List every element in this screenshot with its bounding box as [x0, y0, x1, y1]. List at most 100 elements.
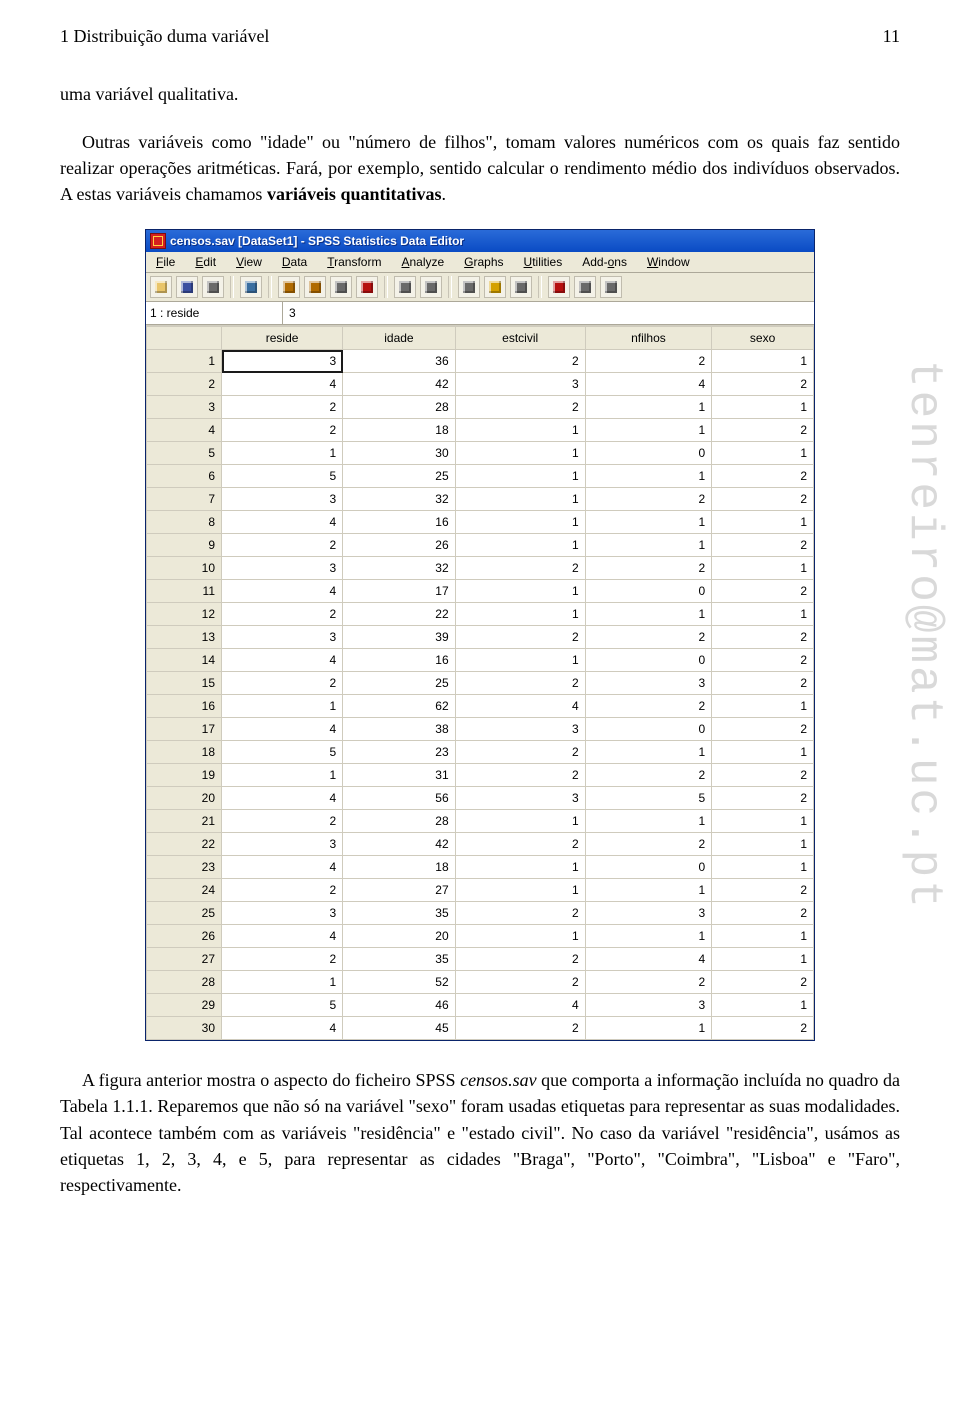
cell[interactable]: 2	[585, 833, 712, 856]
cell[interactable]: 3	[585, 672, 712, 695]
cell[interactable]: 1	[712, 603, 814, 626]
cell[interactable]: 4	[222, 718, 343, 741]
cell[interactable]: 2	[222, 419, 343, 442]
cell[interactable]: 2	[712, 580, 814, 603]
cell[interactable]: 4	[222, 649, 343, 672]
cell[interactable]: 1	[455, 649, 585, 672]
toolbar-run-icon[interactable]	[574, 276, 596, 298]
cell[interactable]: 4	[222, 1017, 343, 1040]
menu-window[interactable]: Window	[637, 255, 700, 269]
titlebar[interactable]: censos.sav [DataSet1] - SPSS Statistics …	[146, 230, 814, 252]
toolbar-goto-icon[interactable]	[330, 276, 352, 298]
menubar[interactable]: FileEditViewDataTransformAnalyzeGraphsUt…	[146, 252, 814, 273]
cell[interactable]: 4	[222, 925, 343, 948]
menu-utilities[interactable]: Utilities	[514, 255, 573, 269]
cell[interactable]: 2	[455, 672, 585, 695]
toolbar-open-icon[interactable]	[150, 276, 172, 298]
cell[interactable]: 4	[222, 511, 343, 534]
cell[interactable]: 3	[455, 373, 585, 396]
cell[interactable]: 2	[712, 626, 814, 649]
cell[interactable]: 3	[585, 994, 712, 1017]
cell[interactable]: 25	[343, 672, 455, 695]
row-header[interactable]: 9	[147, 534, 222, 557]
cell[interactable]: 3	[222, 557, 343, 580]
cell[interactable]: 1	[712, 925, 814, 948]
cell[interactable]: 18	[343, 419, 455, 442]
row-header[interactable]: 20	[147, 787, 222, 810]
cell[interactable]: 1	[455, 465, 585, 488]
row-header[interactable]: 21	[147, 810, 222, 833]
column-header-estcivil[interactable]: estcivil	[455, 327, 585, 350]
cell[interactable]: 39	[343, 626, 455, 649]
cell[interactable]: 4	[222, 580, 343, 603]
grid-corner[interactable]	[147, 327, 222, 350]
cell[interactable]: 1	[585, 465, 712, 488]
cell[interactable]: 4	[455, 994, 585, 1017]
cell[interactable]: 4	[585, 948, 712, 971]
toolbar-scripts-icon[interactable]	[600, 276, 622, 298]
cell[interactable]: 1	[455, 603, 585, 626]
cell[interactable]: 1	[222, 442, 343, 465]
cell[interactable]: 36	[343, 350, 455, 373]
cell[interactable]: 1	[585, 603, 712, 626]
cell[interactable]: 2	[712, 488, 814, 511]
cell[interactable]: 1	[585, 396, 712, 419]
cell[interactable]: 1	[455, 580, 585, 603]
cell[interactable]: 2	[222, 534, 343, 557]
cell[interactable]: 1	[455, 488, 585, 511]
row-header[interactable]: 18	[147, 741, 222, 764]
cell[interactable]: 1	[455, 511, 585, 534]
row-header[interactable]: 8	[147, 511, 222, 534]
menu-view[interactable]: View	[226, 255, 272, 269]
cell[interactable]: 1	[585, 810, 712, 833]
cell[interactable]: 5	[222, 741, 343, 764]
menu-file[interactable]: File	[146, 255, 185, 269]
cell[interactable]: 1	[585, 534, 712, 557]
toolbar-paste-icon[interactable]	[548, 276, 570, 298]
row-header[interactable]: 24	[147, 879, 222, 902]
cell[interactable]: 42	[343, 373, 455, 396]
cell[interactable]: 2	[455, 396, 585, 419]
cell[interactable]: 3	[222, 350, 343, 373]
cell[interactable]: 1	[222, 764, 343, 787]
cell[interactable]: 2	[455, 557, 585, 580]
toolbar-redo-icon[interactable]	[304, 276, 326, 298]
row-header[interactable]: 6	[147, 465, 222, 488]
cell[interactable]: 2	[455, 902, 585, 925]
cell[interactable]: 56	[343, 787, 455, 810]
menu-analyze[interactable]: Analyze	[391, 255, 454, 269]
row-header[interactable]: 17	[147, 718, 222, 741]
cell[interactable]: 1	[712, 994, 814, 1017]
column-header-sexo[interactable]: sexo	[712, 327, 814, 350]
cell[interactable]: 3	[222, 626, 343, 649]
cell[interactable]: 2	[222, 603, 343, 626]
cell[interactable]: 31	[343, 764, 455, 787]
cell[interactable]: 2	[712, 373, 814, 396]
cell[interactable]: 4	[222, 373, 343, 396]
cell[interactable]: 2	[712, 879, 814, 902]
cell[interactable]: 32	[343, 557, 455, 580]
cell[interactable]: 0	[585, 649, 712, 672]
cell[interactable]: 1	[712, 810, 814, 833]
cell[interactable]: 1	[455, 534, 585, 557]
cell[interactable]: 2	[585, 971, 712, 994]
cell[interactable]: 4	[585, 373, 712, 396]
cell[interactable]: 1	[455, 925, 585, 948]
cell[interactable]: 35	[343, 948, 455, 971]
cell[interactable]: 25	[343, 465, 455, 488]
toolbar-value-icon[interactable]	[510, 276, 532, 298]
cell[interactable]: 16	[343, 511, 455, 534]
row-header[interactable]: 25	[147, 902, 222, 925]
cell[interactable]: 2	[712, 971, 814, 994]
toolbar-save-icon[interactable]	[176, 276, 198, 298]
toolbar-weight-icon[interactable]	[484, 276, 506, 298]
menu-edit[interactable]: Edit	[185, 255, 226, 269]
cell[interactable]: 27	[343, 879, 455, 902]
cell-value-input[interactable]: 3	[283, 302, 814, 324]
cell[interactable]: 2	[585, 488, 712, 511]
cell[interactable]: 42	[343, 833, 455, 856]
cell[interactable]: 2	[455, 626, 585, 649]
cell[interactable]: 2	[712, 787, 814, 810]
column-header-nfilhos[interactable]: nfilhos	[585, 327, 712, 350]
cell[interactable]: 3	[585, 902, 712, 925]
